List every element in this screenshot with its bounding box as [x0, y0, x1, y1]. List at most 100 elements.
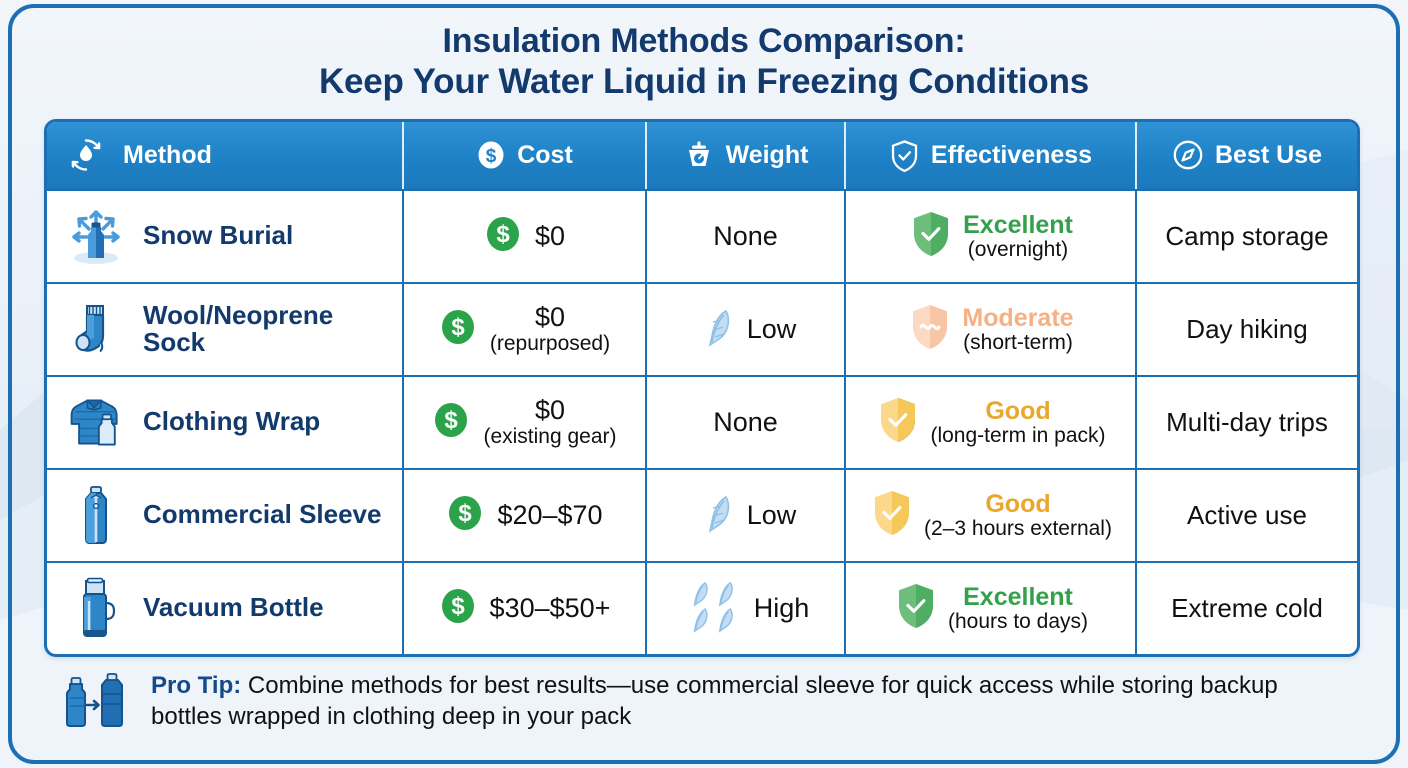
cost-text: $0 (repurposed) [489, 303, 611, 355]
best-use-value: Multi-day trips [1166, 406, 1328, 437]
pro-tip-text: Pro Tip: Combine methods for best result… [151, 670, 1331, 732]
cost-note: (existing gear) [483, 424, 617, 448]
dollar-coin-icon: $ [484, 215, 522, 258]
best-use-cell: Active use [1137, 470, 1357, 561]
cost-text: $30–$50+ [490, 594, 611, 622]
feather-icon [695, 306, 735, 352]
cost-amount: $20–$70 [497, 500, 603, 531]
effectiveness-label: Good [985, 396, 1051, 425]
effectiveness-text: Good (2–3 hours external) [924, 489, 1112, 540]
pro-tip-body: Combine methods for best results—use com… [151, 671, 1278, 730]
weight-value: None [713, 220, 778, 251]
svg-text:$: $ [486, 146, 497, 167]
four-feathers-icon [682, 580, 742, 636]
pro-tip-label: Pro Tip: [151, 671, 242, 699]
best-use-value: Extreme cold [1171, 592, 1323, 623]
column-header-effectiveness-label: Effectiveness [930, 140, 1093, 169]
effectiveness-detail: (long-term in pack) [930, 423, 1106, 447]
method-cell: Vacuum Bottle [47, 562, 404, 654]
cost-amount: $0 [534, 395, 566, 426]
cost-text: $0 [535, 222, 565, 250]
effectiveness-text: Moderate (short-term) [962, 303, 1074, 354]
column-header-weight-label: Weight [725, 140, 809, 169]
weight-cell: High [647, 562, 846, 654]
weight-value: Low [746, 313, 797, 344]
effectiveness-cell: Good (long-term in pack) [846, 376, 1137, 468]
effectiveness-text: Excellent (hours to days) [947, 583, 1089, 633]
dollar-coin-icon: $ [439, 308, 477, 351]
column-header-best-use[interactable]: Best Use [1137, 122, 1357, 189]
effectiveness-cell: Excellent (hours to days) [846, 562, 1137, 654]
column-header-weight[interactable]: Weight [647, 121, 846, 189]
effectiveness-cell: Moderate (short-term) [846, 283, 1137, 375]
weight-value: High [753, 592, 810, 623]
svg-text:$: $ [496, 221, 510, 248]
table-row: Snow Burial $ $0 None Excellent (ove [47, 188, 1357, 282]
dollar-coin-icon: $ [446, 494, 484, 537]
sock-icon [65, 298, 127, 360]
best-use-value: Active use [1187, 499, 1307, 530]
bottle-in-snow-icon [65, 205, 127, 267]
title-line-2: Keep Your Water Liquid in Freezing Condi… [318, 61, 1090, 101]
cost-cell: $ $0 [404, 190, 647, 282]
method-name: Snow Burial [143, 220, 294, 251]
svg-text:$: $ [445, 407, 459, 434]
method-name: Wool/Neoprene Sock [143, 299, 334, 358]
cost-cell: $ $0 (repurposed) [404, 283, 647, 375]
column-header-method[interactable]: Method [47, 121, 404, 189]
best-use-cell: Day hiking [1137, 284, 1357, 375]
kitchen-scale-icon [683, 139, 715, 171]
page-title: Insulation Methods Comparison: Keep Your… [44, 22, 1364, 103]
cost-cell: $ $20–$70 [404, 469, 647, 561]
best-use-cell: Extreme cold [1137, 563, 1357, 654]
table-row: Vacuum Bottle $ $30–$50+ [47, 560, 1357, 654]
method-name: Vacuum Bottle [143, 592, 324, 623]
effectiveness-cell: Good (2–3 hours external) [846, 469, 1137, 561]
dollar-coin-icon: $ [439, 587, 477, 630]
bottle-sleeve-icon [65, 484, 127, 546]
method-cell: Wool/Neoprene Sock [47, 283, 404, 375]
table-header: Method $ Cost [47, 121, 1357, 189]
effectiveness-detail: (hours to days) [947, 609, 1089, 633]
weight-cell: Low [647, 469, 846, 561]
effectiveness-label: Good [985, 489, 1051, 518]
shield-wave-peach-icon [907, 302, 953, 357]
shield-check-gold-icon [875, 395, 921, 450]
table-row: Clothing Wrap $ $0 (existing gear) None [47, 374, 1357, 468]
effectiveness-detail: (short-term) [963, 330, 1073, 354]
svg-text:$: $ [451, 314, 465, 341]
effectiveness-label: Moderate [962, 303, 1074, 332]
cost-text: $20–$70 [497, 501, 602, 529]
column-header-method-label: Method [123, 140, 212, 169]
column-header-cost-label: Cost [517, 140, 573, 169]
feather-icon [695, 492, 735, 538]
weight-cell: Low [647, 283, 846, 375]
shield-check-gold-icon [869, 488, 915, 543]
water-drop-recycle-icon [69, 138, 103, 172]
dollar-coin-icon: $ [432, 401, 470, 444]
weight-value: Low [746, 499, 797, 530]
column-header-best-use-label: Best Use [1215, 140, 1322, 169]
column-header-effectiveness[interactable]: Effectiveness [846, 121, 1137, 189]
method-name: Clothing Wrap [143, 406, 321, 437]
compass-icon [1172, 139, 1204, 171]
cost-cell: $ $30–$50+ [404, 562, 647, 654]
weight-cell: None [647, 190, 846, 282]
best-use-value: Day hiking [1186, 313, 1308, 344]
best-use-cell: Camp storage [1137, 191, 1357, 282]
cost-text: $0 (existing gear) [483, 395, 617, 448]
shield-check-green-icon [908, 209, 954, 264]
dollar-coin-icon: $ [476, 140, 506, 170]
effectiveness-text: Excellent (overnight) [963, 211, 1073, 261]
effectiveness-detail: (2–3 hours external) [924, 516, 1112, 540]
effectiveness-text: Good (long-term in pack) [930, 396, 1106, 447]
cost-amount: $30–$50+ [489, 593, 611, 624]
title-line-1: Insulation Methods Comparison: [442, 22, 966, 60]
best-use-value: Camp storage [1165, 220, 1329, 251]
method-cell: Commercial Sleeve [47, 469, 404, 561]
method-cell: Snow Burial [47, 190, 404, 282]
insulation-comparison-table: Method $ Cost [44, 118, 1360, 657]
pro-tip-footer: Pro Tip: Combine methods for best result… [44, 670, 1360, 733]
column-header-cost[interactable]: $ Cost [404, 121, 647, 189]
cost-note: (repurposed) [489, 331, 611, 355]
